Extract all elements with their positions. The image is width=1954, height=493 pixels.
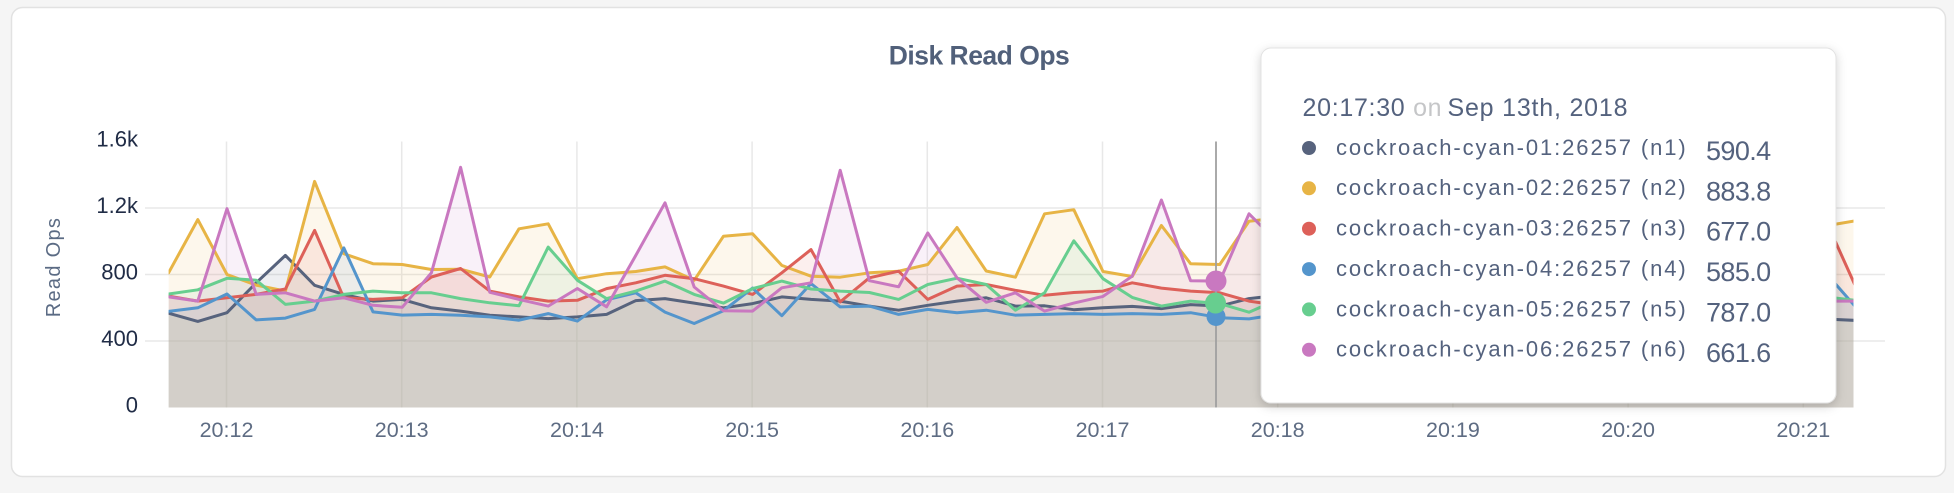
svg-text:Read Ops: Read Ops — [43, 217, 65, 317]
svg-text:1.2k: 1.2k — [96, 193, 139, 218]
svg-text:cockroach-cyan-02:26257 (n2): cockroach-cyan-02:26257 (n2) — [1336, 175, 1688, 200]
svg-text:677.0: 677.0 — [1706, 217, 1771, 247]
svg-text:800: 800 — [101, 260, 138, 285]
svg-text:20:12: 20:12 — [200, 418, 254, 442]
svg-text:cockroach-cyan-06:26257 (n6): cockroach-cyan-06:26257 (n6) — [1336, 337, 1688, 362]
svg-text:883.8: 883.8 — [1706, 176, 1771, 206]
svg-text:20:21: 20:21 — [1776, 418, 1830, 442]
svg-text:20:18: 20:18 — [1251, 418, 1305, 442]
svg-text:20:19: 20:19 — [1426, 418, 1480, 442]
svg-text:cockroach-cyan-03:26257 (n3): cockroach-cyan-03:26257 (n3) — [1336, 216, 1688, 241]
svg-text:590.4: 590.4 — [1706, 136, 1771, 166]
svg-text:cockroach-cyan-05:26257 (n5): cockroach-cyan-05:26257 (n5) — [1336, 296, 1688, 321]
svg-text:20:15: 20:15 — [725, 418, 779, 442]
svg-text:20:16: 20:16 — [900, 418, 954, 442]
svg-text:585.0: 585.0 — [1706, 257, 1771, 287]
svg-text:787.0: 787.0 — [1706, 297, 1771, 327]
svg-text:cockroach-cyan-01:26257 (n1): cockroach-cyan-01:26257 (n1) — [1336, 135, 1688, 160]
svg-text:Disk Read Ops: Disk Read Ops — [889, 41, 1070, 71]
svg-text:20:17:30 on Sep 13th, 2018: 20:17:30 on Sep 13th, 2018 — [1303, 94, 1629, 122]
svg-text:20:14: 20:14 — [550, 418, 604, 442]
svg-text:20:13: 20:13 — [375, 418, 429, 442]
svg-text:cockroach-cyan-04:26257 (n4): cockroach-cyan-04:26257 (n4) — [1336, 256, 1688, 281]
svg-text:661.6: 661.6 — [1706, 338, 1771, 368]
svg-text:20:17: 20:17 — [1076, 418, 1130, 442]
svg-text:0: 0 — [126, 393, 138, 418]
svg-text:20:20: 20:20 — [1601, 418, 1655, 442]
svg-text:400: 400 — [101, 326, 138, 351]
svg-text:1.6k: 1.6k — [96, 127, 139, 152]
